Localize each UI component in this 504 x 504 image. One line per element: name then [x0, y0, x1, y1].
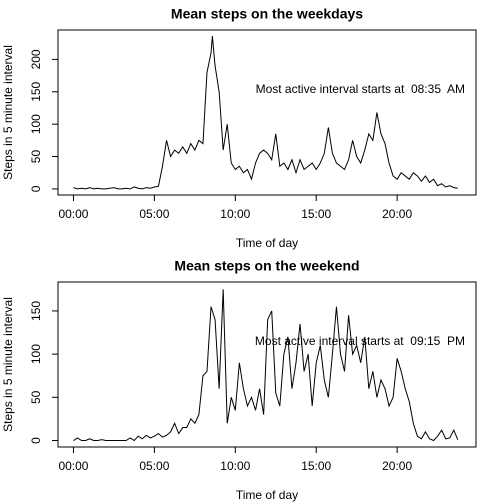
- y-tick-label: 0: [29, 185, 43, 192]
- x-tick-label: 15:00: [301, 207, 331, 221]
- y-tick-label: 0: [29, 437, 43, 444]
- x-axis-label: Time of day: [236, 488, 298, 502]
- annotation: Most active interval starts at 09:15 PM: [255, 334, 465, 348]
- y-tick-label: 150: [29, 301, 43, 321]
- y-tick-label: 100: [29, 344, 43, 364]
- x-tick-label: 00:00: [58, 207, 88, 221]
- y-tick-label: 150: [29, 81, 43, 101]
- x-tick-label: 20:00: [382, 207, 412, 221]
- plot-box: [57, 29, 477, 196]
- y-tick-label: 100: [29, 114, 43, 134]
- x-tick-label: 15:00: [301, 459, 331, 473]
- y-tick-label: 200: [29, 49, 43, 69]
- x-tick-label: 05:00: [139, 459, 169, 473]
- chart-title: Mean steps on the weekdays: [171, 6, 363, 22]
- plot-box: [57, 281, 477, 448]
- line: [73, 289, 459, 442]
- x-tick-label: 05:00: [139, 207, 169, 221]
- x-tick-label: 10:00: [220, 207, 250, 221]
- y-axis-label: Steps in 5 minute interval: [1, 297, 15, 432]
- x-tick-label: 10:00: [220, 459, 250, 473]
- y-axis-label: Steps in 5 minute interval: [1, 45, 15, 180]
- annotation: Most active interval starts at 08:35 AM: [256, 82, 465, 96]
- chart-title: Mean steps on the weekend: [174, 258, 359, 274]
- x-tick-label: 20:00: [382, 459, 412, 473]
- line: [73, 36, 458, 190]
- x-axis-label: Time of day: [236, 236, 298, 250]
- x-tick-label: 00:00: [58, 459, 88, 473]
- y-tick-label: 50: [29, 390, 43, 404]
- y-tick-label: 50: [29, 150, 43, 164]
